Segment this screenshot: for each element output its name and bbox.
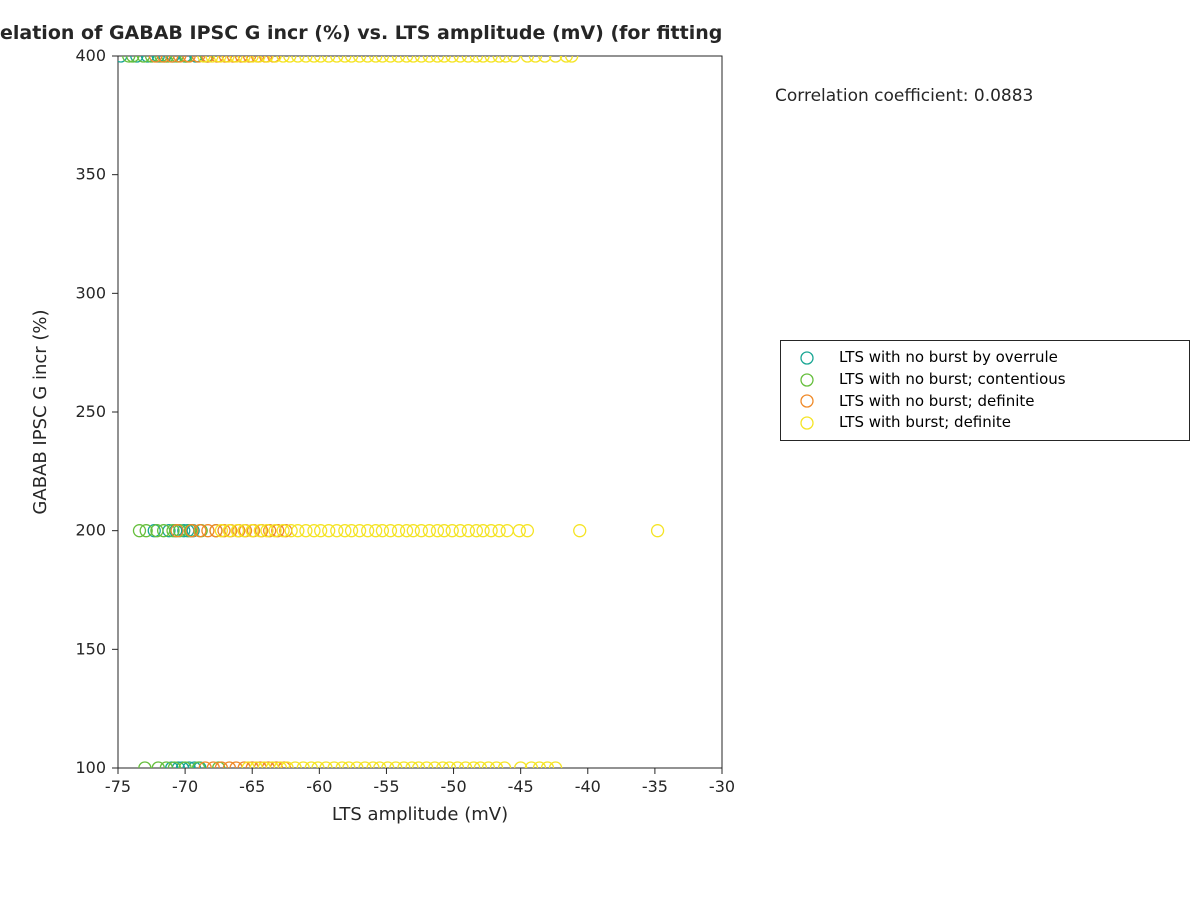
- legend-label: LTS with no burst; definite: [825, 391, 1034, 413]
- x-tick-label: -55: [373, 777, 399, 796]
- x-tick-label: -45: [508, 777, 534, 796]
- legend-label: LTS with no burst; contentious: [825, 369, 1066, 391]
- legend-row: LTS with no burst by overrule: [789, 347, 1179, 369]
- x-axis-label: LTS amplitude (mV): [332, 804, 508, 825]
- legend-marker-icon: [789, 414, 825, 432]
- legend: LTS with no burst by overruleLTS with no…: [780, 340, 1190, 441]
- y-tick-label: 400: [75, 46, 106, 65]
- legend-row: LTS with no burst; definite: [789, 391, 1179, 413]
- y-tick-label: 200: [75, 521, 106, 540]
- x-tick-label: -75: [105, 777, 131, 796]
- y-tick-label: 150: [75, 639, 106, 658]
- legend-marker-icon: [789, 349, 825, 367]
- scatter-plot: -75 -70 -65 -60 -55 -50 -45 -40 -35 -30 100 150 200 2…: [0, 0, 1200, 900]
- legend-label: LTS with burst; definite: [825, 412, 1011, 434]
- y-tick-label: 300: [75, 283, 106, 302]
- legend-marker-icon: [789, 392, 825, 410]
- x-tick-label: -60: [306, 777, 332, 796]
- y-tick-label: 350: [75, 165, 106, 184]
- x-tick-label: -35: [642, 777, 668, 796]
- y-tick-label: 250: [75, 402, 106, 421]
- legend-row: LTS with burst; definite: [789, 412, 1179, 434]
- y-tick-label: 100: [75, 758, 106, 777]
- x-tick-label: -65: [239, 777, 265, 796]
- plot-area: [118, 56, 722, 768]
- legend-marker-icon: [789, 371, 825, 389]
- x-tick-label: -70: [172, 777, 198, 796]
- y-axis-label: GABAB IPSC G incr (%): [30, 309, 51, 514]
- correlation-annotation: Correlation coefficient: 0.0883: [775, 86, 1033, 106]
- x-tick-label: -50: [440, 777, 466, 796]
- x-tick-label: -40: [575, 777, 601, 796]
- legend-row: LTS with no burst; contentious: [789, 369, 1179, 391]
- chart-title: elation of GABAB IPSC G incr (%) vs. LTS…: [0, 22, 722, 44]
- x-tick-label: -30: [709, 777, 735, 796]
- legend-label: LTS with no burst by overrule: [825, 347, 1058, 369]
